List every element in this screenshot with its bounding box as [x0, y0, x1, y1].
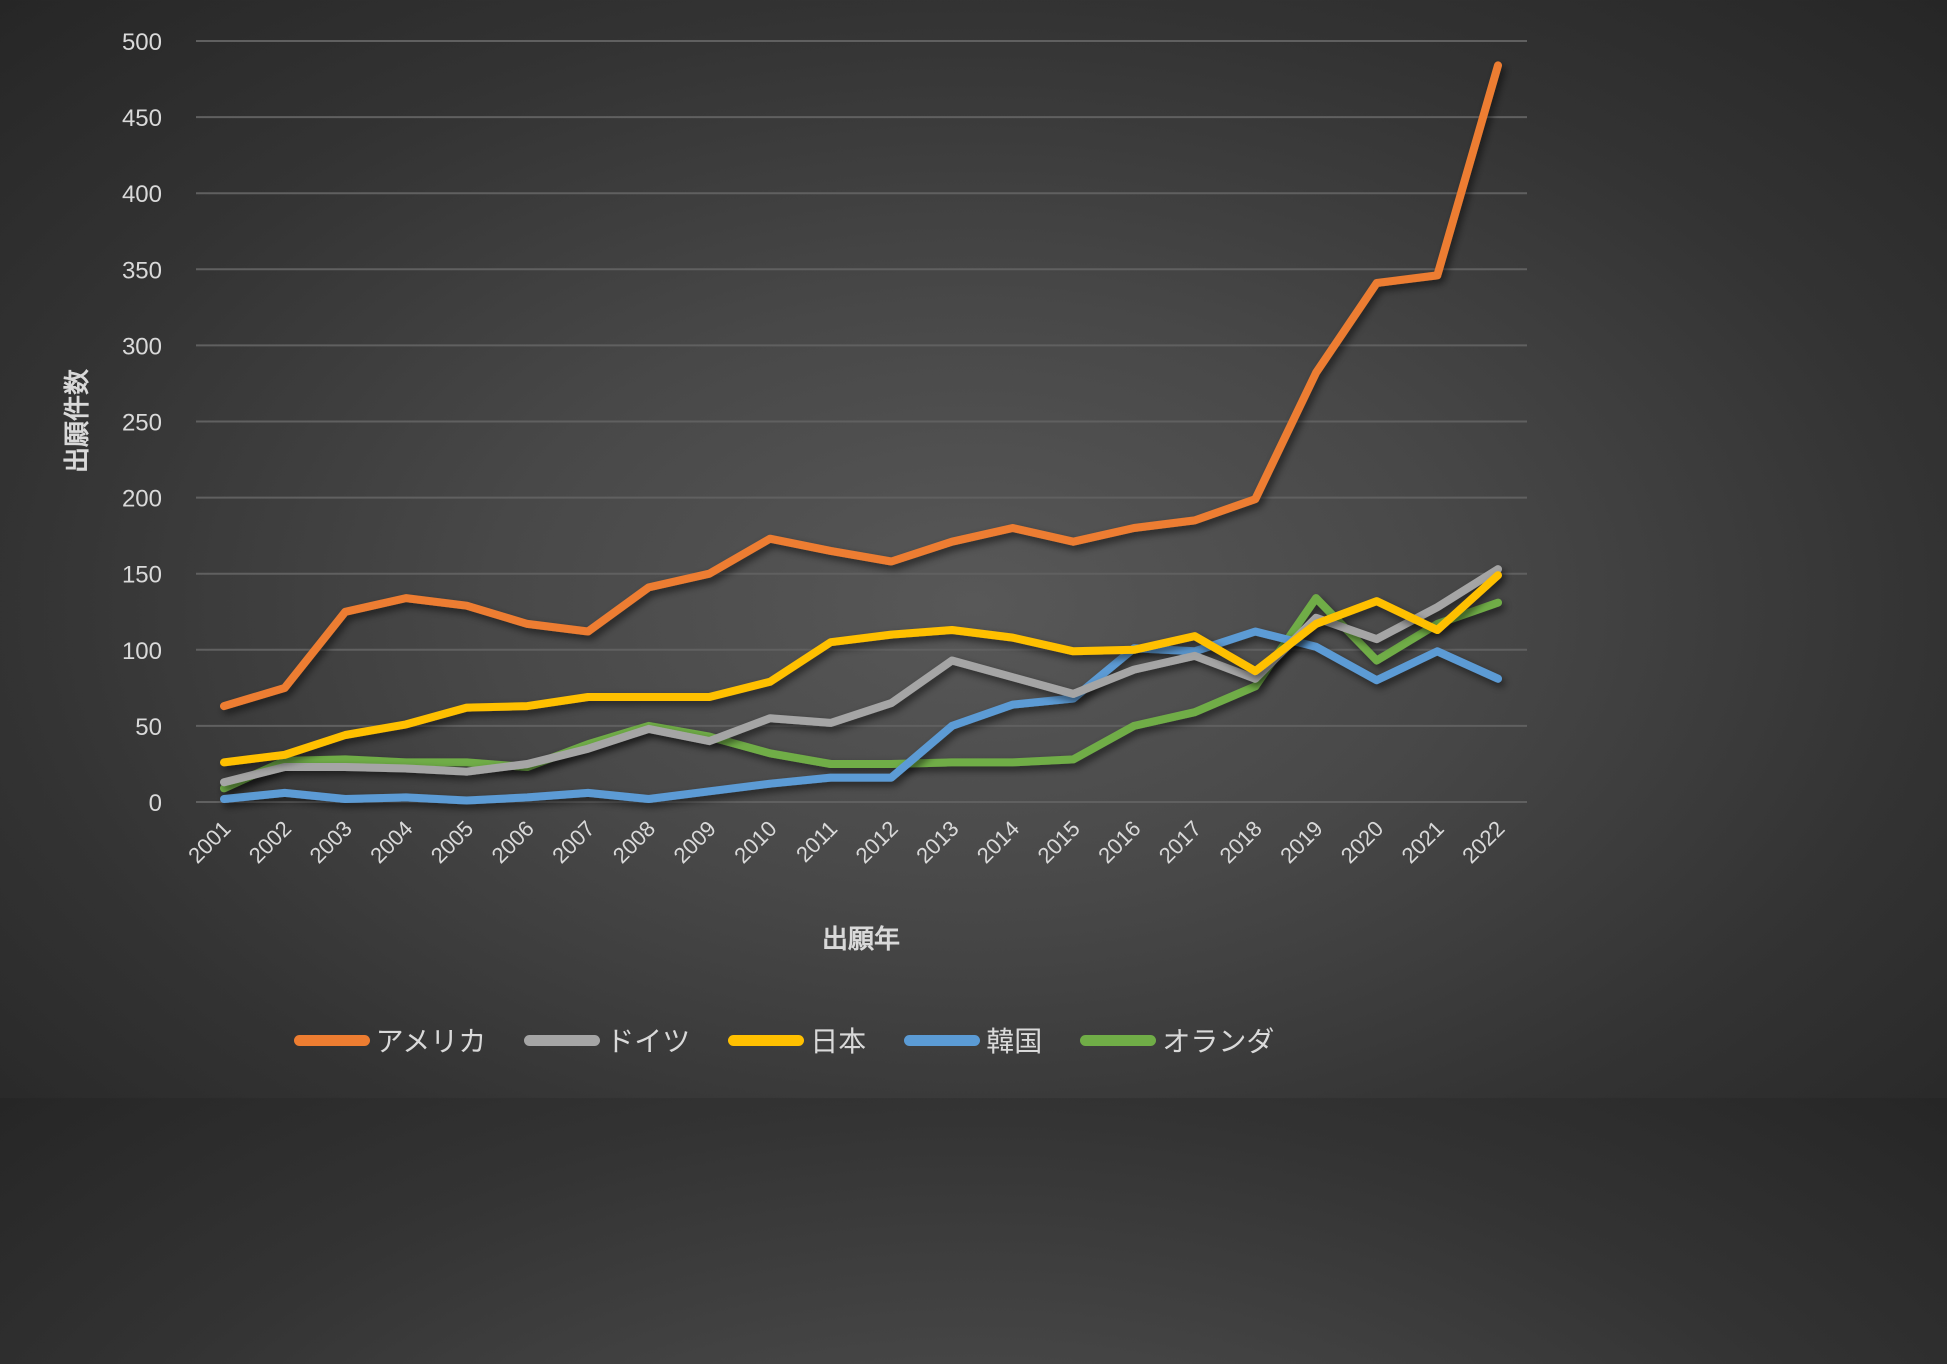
- x-tick-label: 2006: [487, 816, 539, 868]
- y-tick-label: 100: [122, 638, 162, 665]
- series-lines: [220, 61, 1502, 805]
- legend-item-japan[interactable]: 日本: [728, 1020, 866, 1060]
- legend-swatch-icon: [524, 1034, 601, 1046]
- x-tick-label: 2017: [1154, 816, 1206, 868]
- x-tick-label: 2008: [608, 816, 660, 868]
- legend: アメリカ ドイツ 日本 韓国 オランダ: [0, 1020, 1568, 1060]
- y-tick-label: 150: [122, 562, 162, 589]
- y-tick-label: 250: [122, 410, 162, 437]
- x-tick-label: 2005: [426, 816, 478, 868]
- legend-item-netherlands[interactable]: オランダ: [1080, 1020, 1274, 1060]
- x-tick-label: 2014: [972, 816, 1024, 868]
- x-tick-label: 2019: [1275, 816, 1327, 868]
- x-axis-title: 出願年: [822, 924, 900, 955]
- x-tick-label: 2007: [547, 816, 599, 868]
- x-tick-label: 2016: [1093, 816, 1145, 868]
- x-tick-label: 2010: [729, 816, 781, 868]
- x-tick-label: 2004: [365, 816, 417, 868]
- legend-label: ドイツ: [606, 1025, 691, 1058]
- x-tick-label: 2015: [1033, 816, 1085, 868]
- x-axis-ticks: 2001 2002 2003 2004 2005 2006 2007 2008 2009 2010…: [183, 816, 1509, 868]
- x-tick-label: 2020: [1336, 816, 1388, 868]
- y-tick-label: 0: [149, 790, 162, 817]
- legend-label: 韓国: [986, 1025, 1043, 1058]
- x-tick-label: 2009: [669, 816, 721, 868]
- series-line-韓国[interactable]: [220, 627, 1502, 805]
- legend-swatch-icon: [904, 1034, 981, 1046]
- x-tick-label: 2012: [851, 816, 903, 868]
- series-line-アメリカ[interactable]: [220, 61, 1502, 711]
- x-tick-label: 2003: [305, 816, 357, 868]
- y-tick-label: 50: [135, 714, 162, 741]
- y-tick-label: 400: [122, 181, 162, 208]
- y-tick-label: 300: [122, 333, 162, 360]
- y-axis-title: 出願件数: [63, 368, 93, 473]
- x-tick-label: 2018: [1215, 816, 1267, 868]
- x-tick-label: 2022: [1457, 816, 1509, 868]
- legend-item-korea[interactable]: 韓国: [904, 1020, 1042, 1060]
- x-tick-label: 2021: [1397, 816, 1449, 868]
- series-line-日本[interactable]: [220, 571, 1502, 767]
- legend-label: 日本: [810, 1025, 867, 1058]
- x-tick-label: 2013: [911, 816, 963, 868]
- x-tick-label: 2002: [244, 816, 296, 868]
- legend-item-germany[interactable]: ドイツ: [524, 1020, 690, 1060]
- legend-swatch-icon: [728, 1034, 805, 1046]
- legend-label: オランダ: [1162, 1025, 1275, 1058]
- legend-label: アメリカ: [375, 1025, 487, 1058]
- x-tick-label: 2011: [791, 816, 842, 867]
- y-tick-label: 450: [122, 105, 162, 132]
- gridlines: [196, 40, 1527, 803]
- y-tick-label: 200: [122, 486, 162, 513]
- y-tick-label: 500: [122, 29, 162, 56]
- y-tick-label: 350: [122, 257, 162, 284]
- legend-item-usa[interactable]: アメリカ: [293, 1020, 487, 1060]
- legend-swatch-icon: [293, 1034, 370, 1046]
- y-axis-ticks: 0 50 100 150 200 250 300 350 400 450 500: [122, 29, 162, 817]
- x-tick-label: 2001: [183, 816, 235, 868]
- legend-swatch-icon: [1080, 1034, 1157, 1046]
